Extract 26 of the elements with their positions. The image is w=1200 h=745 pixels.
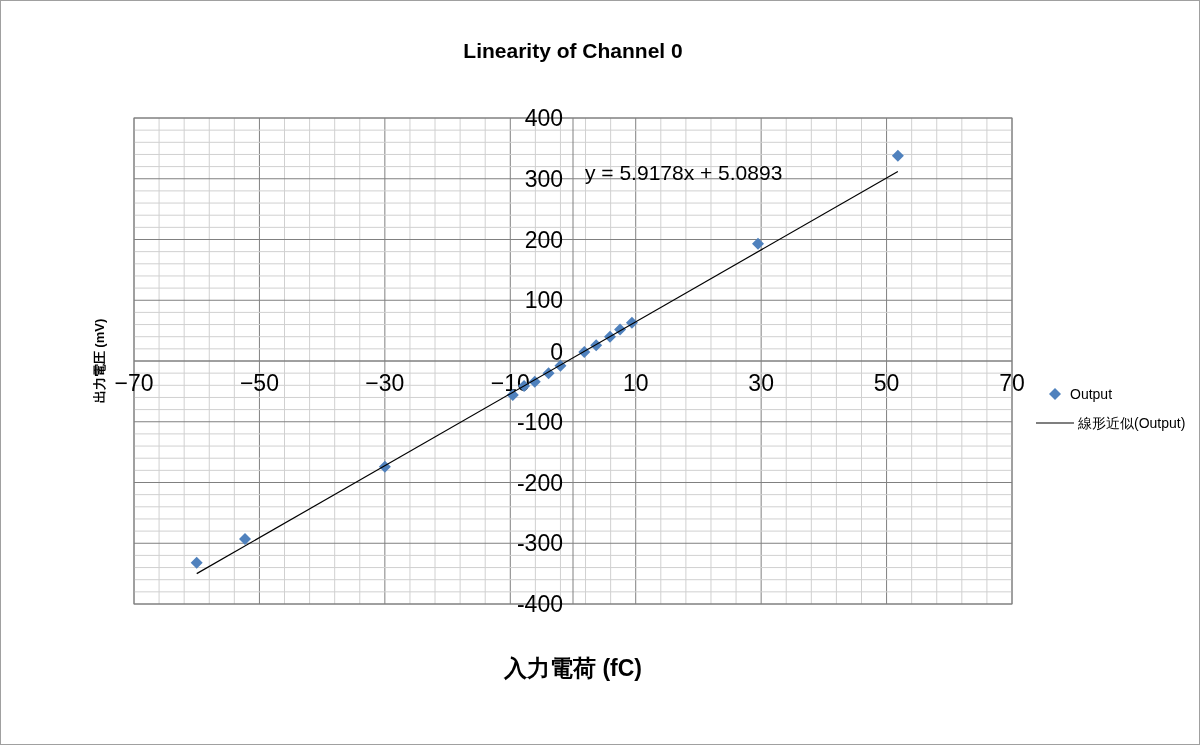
y-tick-label: -200: [516, 469, 563, 496]
y-tick-label: 400: [524, 105, 563, 131]
legend-label: Output: [1070, 386, 1113, 402]
y-tick-label: -100: [516, 408, 563, 435]
point: [891, 149, 904, 162]
x-tick-label: 30: [748, 370, 774, 396]
y-tick-label: 0: [550, 339, 563, 365]
legend-label: 線形近似(Output): [1077, 415, 1186, 431]
y-tick-label: 200: [524, 226, 563, 253]
y-tick-label: -300: [516, 530, 563, 557]
y-tick-label: -400: [516, 591, 563, 617]
point: [239, 533, 251, 545]
x-tick-label: 70: [999, 370, 1025, 396]
point: [190, 556, 203, 569]
annotation: y = 5.9178x + 5.0893: [585, 161, 783, 184]
chart-title: Linearity of Channel 0: [463, 39, 683, 62]
y-axis-title: 出力電圧 (mV): [92, 318, 107, 404]
x-tick-label: 50: [873, 370, 900, 396]
x-tick-label: −30: [365, 370, 405, 396]
point: [752, 237, 765, 250]
x-tick-label: −50: [239, 370, 279, 396]
x-tick-label: 10: [622, 370, 649, 396]
x-tick-label: −70: [114, 370, 154, 396]
y-tick-label: 300: [524, 165, 563, 192]
x-axis-title: 入力電荷 (fC): [503, 655, 642, 681]
y-tick-label: 100: [524, 287, 563, 314]
